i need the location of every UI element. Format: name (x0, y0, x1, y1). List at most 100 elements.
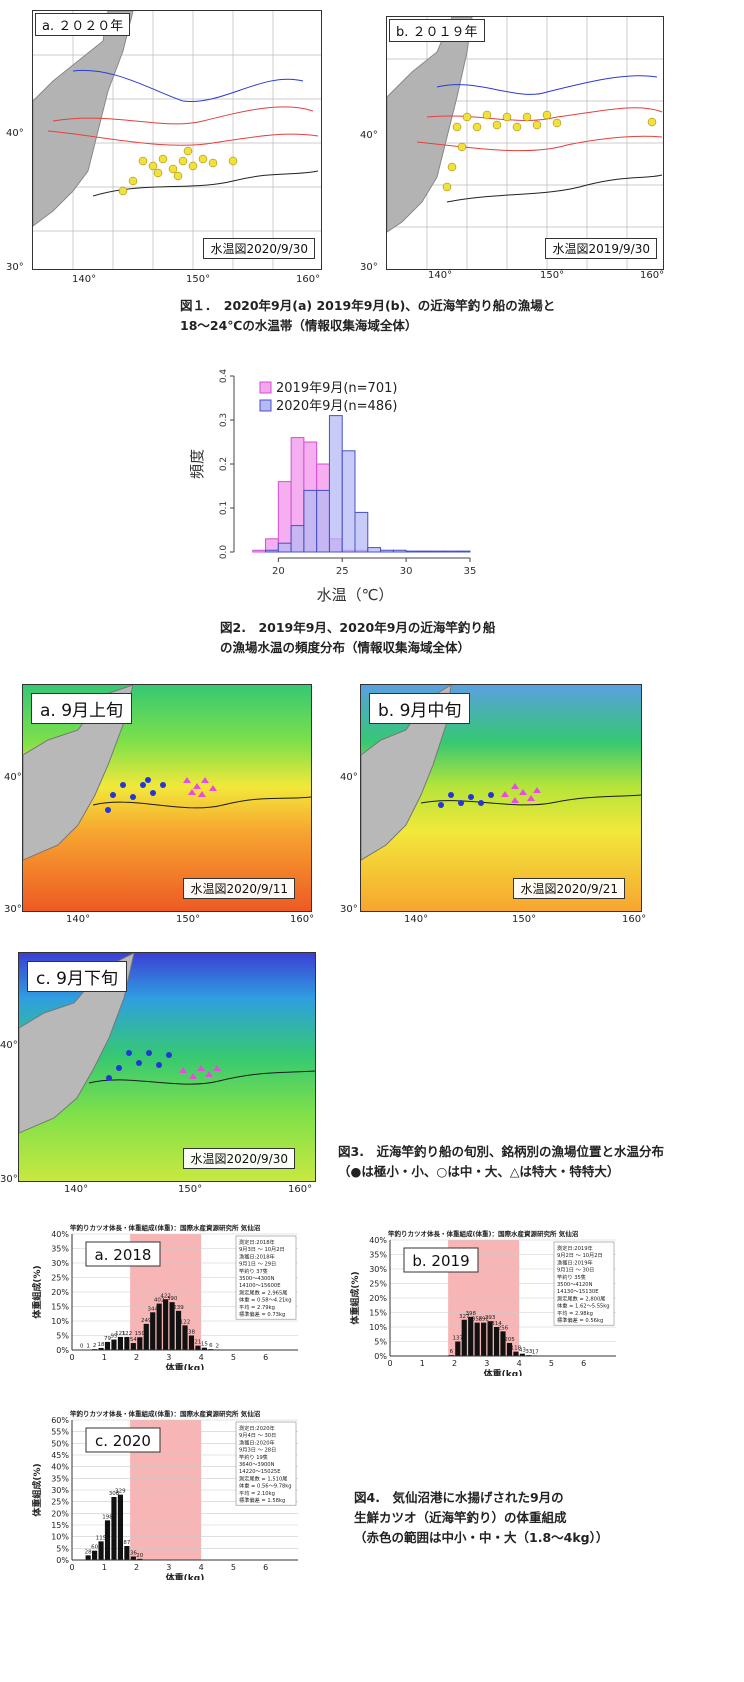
fig4-2018-panel-label-box (85, 1241, 161, 1267)
fig4-2019-y-tick-label: 5% (374, 1338, 387, 1347)
fig4-2020-stats-line: 14220～15025E (239, 1469, 280, 1475)
fig2-legend-label: 2019年9月(n=701) (276, 381, 397, 396)
fig4-2018-stats-line: 漁獲日:2018年 (239, 1252, 275, 1260)
fig4-2020-data-label: 329 (115, 1489, 126, 1495)
fig4-2019-stats-line: 3500～4120N (557, 1282, 593, 1288)
fig4-2018-bar (98, 1347, 104, 1350)
fig4-2019-x-tick-label: 0 (387, 1359, 392, 1368)
fig4-2020-x-tick-label: 6 (263, 1563, 268, 1572)
fig3-c-lon-140: 140° (64, 1184, 89, 1195)
fig4-2018-data-label: 95 (110, 1334, 117, 1340)
fig4-2019-stats-line: 竿釣り 35隻 (557, 1273, 586, 1281)
fig2-bar-2020 (418, 550, 433, 553)
fig3-panel-a-date: 水温図2020/9/11 (183, 878, 295, 899)
isotherm-24-line (420, 794, 641, 806)
fig3-map-a-drawing (23, 685, 311, 861)
fig4-2019-stats-line: 測定日:2019年 (557, 1244, 593, 1252)
fig4-2018-stats-line: 9月3日 ～ 10月2日 (239, 1246, 285, 1253)
fig4-2020-stats-line: 平均 = 2.10kg (239, 1489, 275, 1497)
fig4-2020-x-tick-label: 4 (199, 1563, 204, 1572)
fig1-a-lat-40: 40° (6, 128, 24, 139)
fig1-panel-a-label: a. ２０２０年 (35, 13, 131, 36)
fig3-panel-b-date: 水温図2020/9/21 (513, 878, 625, 899)
fig4-2020-y-tick-label: 40% (51, 1463, 69, 1472)
fig4-2019-bar (455, 1341, 461, 1356)
fig1-b-lat-30: 30° (360, 262, 378, 273)
fig4-2020-y-axis-title: 体重組成(%) (32, 1463, 43, 1516)
fig4-2019-data-label: 314 (491, 1321, 502, 1327)
fig4-2020-bar (111, 1497, 117, 1560)
fig4-2018-bar (117, 1336, 124, 1350)
fig4-2018-data-label: 344 (147, 1306, 158, 1312)
fig4-2018-panel-label: a. 2018 (95, 1246, 152, 1264)
fig4-2020-data-label: 36 (130, 1551, 137, 1557)
fig4-2018-y-tick-label: 20% (51, 1288, 69, 1297)
fig1-a-lon-160: 160° (296, 274, 321, 285)
isotherm-22-line (416, 135, 663, 152)
fig2-y-tick-label: 0.2 (219, 457, 229, 471)
fig4-caption-line2: 生鮮カツオ（近海竿釣り）の体重組成 (354, 1510, 567, 1525)
fig4-2018-stats-line: 竿釣り 37隻 (239, 1267, 268, 1275)
fig4-2018-stats-line: 体重 = 0.58～4.21kg (239, 1296, 292, 1304)
fig4-2019-y-tick-label: 40% (369, 1236, 387, 1245)
fig4-2019-data-label: 293 (485, 1315, 496, 1321)
fig4-2018-bar (137, 1337, 143, 1350)
fig4-2020-y-tick-label: 60% (51, 1416, 69, 1425)
fig4-2018-bar (130, 1343, 136, 1350)
fig4-2018-bar (104, 1341, 111, 1350)
fig4-2020-stats-line: 9月3日 ～ 28日 (239, 1447, 276, 1454)
japan-landmass (361, 685, 452, 861)
fig4-2019-stats-line: 測定尾数 = 2,800尾 (557, 1294, 605, 1302)
fig4-2019-bar (468, 1316, 474, 1356)
fig3-a-lat-30: 30° (4, 904, 22, 915)
fishing-positions (106, 1050, 172, 1081)
fig4-caption-line3: （赤色の範囲は中小・中・大（1.8～4kg）） (354, 1530, 609, 1545)
fig3-b-lon-150: 150° (512, 914, 537, 925)
fig4-2019-y-tick-label: 20% (369, 1294, 387, 1303)
fig4-2018-data-label: 18 (98, 1342, 105, 1348)
fig4-2020-data-label: 20 (136, 1553, 143, 1559)
fig3-map-c-drawing (19, 953, 315, 1134)
fig4-2020-data-label: 87 (123, 1540, 130, 1546)
fig4-2018-y-tick-label: 15% (51, 1303, 69, 1312)
fig4-2019-y-tick-label: 30% (369, 1265, 387, 1274)
fig4-2019-bar (461, 1319, 467, 1356)
fig1-map-a: a. ２０２０年 水温図2020/9/30 (32, 10, 322, 270)
fig2-x-tick-label: 30 (400, 566, 413, 577)
fig2-bar-2020 (405, 550, 420, 553)
fig4-2020-y-tick-label: 35% (51, 1474, 69, 1483)
fig2-y-tick-label: 0.3 (219, 413, 229, 427)
fig2-bar-2020 (341, 450, 356, 553)
fig2-legend-label: 2020年9月(n=486) (276, 399, 397, 414)
fig4-2018-x-tick-label: 5 (231, 1353, 236, 1362)
fig4-2020-x-axis-title: 体重(kg) (166, 1572, 205, 1580)
fig2-x-tick-label: 20 (272, 566, 285, 577)
fig4-2020-bar (85, 1555, 91, 1560)
fig4-2018-bar (188, 1335, 195, 1350)
fig1-caption-line2: 18～24℃の水温帯（情報収集海域全体） (180, 318, 418, 333)
fig4-2018-data-label: 21 (194, 1340, 201, 1346)
fig2-bar-2020 (367, 547, 382, 553)
isotherm-24-line (88, 1070, 315, 1085)
fig4-2018-bar (111, 1339, 117, 1350)
fig4-2020-stats-line: 測定日:2020年 (239, 1424, 275, 1432)
fig4-2020-data-label: 198 (102, 1514, 113, 1520)
fig2-bar-2020 (328, 415, 343, 553)
fig1-b-lon-160: 160° (640, 270, 665, 281)
fig4-2020-y-tick-label: 25% (51, 1498, 69, 1507)
fig4-2018-data-label: 121 (115, 1331, 126, 1337)
fig3-map-a: a. 9月上旬 水温図2020/9/11 (22, 684, 312, 912)
fig4-2019-bar (481, 1322, 487, 1356)
fig4-2018-x-tick-label: 4 (199, 1353, 204, 1362)
fig3-map-b: b. 9月中旬 水温図2020/9/21 (360, 684, 642, 912)
fig4-2020-data-label: 308 (109, 1491, 120, 1497)
fig4-2018-x-tick-label: 6 (263, 1353, 268, 1362)
japan-landmass (23, 685, 134, 861)
fig4-2020-bar (124, 1546, 130, 1560)
fig4-2020-y-tick-label: 15% (51, 1521, 69, 1530)
fig4-2018-y-tick-label: 5% (56, 1332, 69, 1341)
fig4-2018-data-label: 2 (93, 1343, 97, 1349)
fig4-2018-bar (163, 1299, 169, 1350)
fig3-panel-b-label: b. 9月中旬 (369, 693, 471, 724)
fig1-b-lon-140: 140° (428, 270, 453, 281)
